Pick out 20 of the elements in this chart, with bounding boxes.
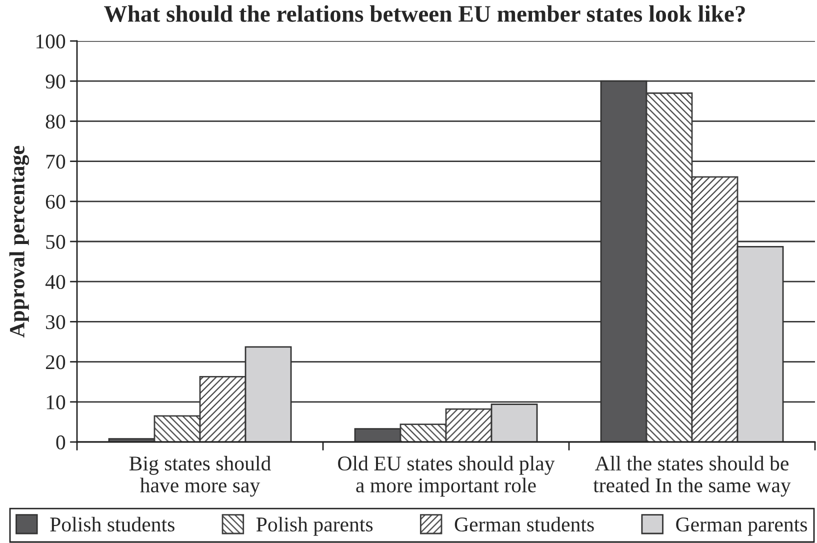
y-tick-label: 0 (56, 435, 66, 450)
y-axis-title: Approval percentage (9, 146, 29, 338)
legend-label: German students (454, 516, 594, 532)
y-tick-label: 90 (46, 74, 66, 89)
y-tick-label: 70 (46, 154, 66, 169)
x-tick-label: Old EU states should play a more important role (338, 456, 555, 497)
y-tick-label: 60 (46, 194, 66, 209)
y-tick-label: 80 (46, 114, 66, 129)
chart-title: What should the relations between EU member states look like? (104, 5, 745, 22)
y-tick-label: 50 (46, 234, 66, 249)
legend-label: Polish parents (256, 516, 373, 536)
y-tick-label: 100 (36, 34, 66, 48)
legend-label: German parents (676, 518, 807, 536)
y-tick-label: 30 (46, 315, 66, 330)
y-tick-label: 40 (45, 274, 66, 290)
legend-label: Polish students (50, 516, 174, 532)
x-tick-label: Big states should have more say (129, 456, 271, 497)
x-tick-label: All the states should be treated In the same way (593, 456, 791, 497)
y-tick-label: 10 (46, 395, 66, 410)
y-tick-label: 20 (46, 355, 66, 370)
